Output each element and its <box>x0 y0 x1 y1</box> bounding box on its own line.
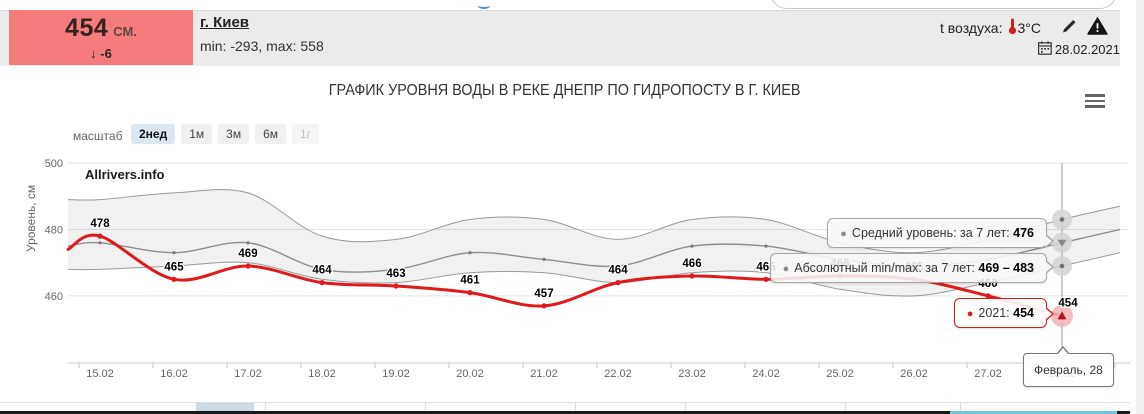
watermark: Allrivers.info <box>85 167 165 182</box>
svg-text:500: 500 <box>45 158 63 170</box>
crosshair-halos <box>1051 209 1073 327</box>
svg-text:17.02: 17.02 <box>234 368 262 380</box>
svg-text:463: 463 <box>386 268 405 280</box>
edit-pencil-icon[interactable] <box>1061 19 1077 37</box>
station-minmax: min: -293, max: 558 <box>200 38 324 54</box>
current-level-value: 454 <box>65 14 109 42</box>
svg-text:478: 478 <box>90 218 110 230</box>
min-envelope-line <box>67 252 1121 297</box>
svg-text:16.02: 16.02 <box>160 368 188 380</box>
svg-text:464: 464 <box>608 265 628 277</box>
scale-button-3[interactable]: 6м <box>255 124 287 144</box>
minmax-series-marker-icon: ● <box>782 263 790 275</box>
svg-text:18.02: 18.02 <box>308 368 336 380</box>
current-series-marker-icon: ● <box>966 308 974 320</box>
current-level-box: 454 СМ. ↓ -6 <box>9 10 193 65</box>
scale-button-1[interactable]: 1м <box>181 124 213 144</box>
scale-buttons: 2нед 1м 3м 6м 1г <box>131 124 320 144</box>
station-info: г. Киев min: -293, max: 558 <box>200 14 324 54</box>
date-row: 28.02.2021 <box>1037 41 1120 58</box>
svg-text:23.02: 23.02 <box>678 368 706 380</box>
current-level-unit: СМ. <box>113 24 137 39</box>
svg-text:27.02: 27.02 <box>974 368 1002 380</box>
air-temp-value: 3°C <box>1017 19 1042 36</box>
svg-text:15.02: 15.02 <box>86 368 114 380</box>
scale-button-0[interactable]: 2нед <box>131 124 176 144</box>
scale-button-2[interactable]: 3м <box>218 124 250 144</box>
svg-text:22.02: 22.02 <box>604 368 632 380</box>
next-section-cutoff <box>0 403 1130 411</box>
air-temp-label: t воздуха: <box>940 19 1003 36</box>
current-date: 28.02.2021 <box>1054 42 1120 57</box>
table-cell-highlight <box>196 403 254 411</box>
level-trend-down-icon: ↓ <box>90 46 97 61</box>
scale-label: масштаб <box>73 129 123 143</box>
air-temp-row: t воздуха: 3°C <box>940 17 1108 38</box>
svg-text:20.02: 20.02 <box>456 368 484 380</box>
svg-text:457: 457 <box>534 288 553 300</box>
dark-strip-cutoff <box>0 411 1130 414</box>
x-axis-labels: 15.02 16.02 17.02 18.02 19.02 20.02 21.02 22.02… <box>86 368 1076 380</box>
svg-text:21.02: 21.02 <box>530 368 558 380</box>
svg-text:480: 480 <box>45 225 63 237</box>
tooltip-absolute-minmax: ● Абсолютный min/max: за 7 лет: 469 – 483 <box>769 253 1054 283</box>
chart-menu-icon[interactable] <box>1085 94 1105 111</box>
scrollbar[interactable] <box>1136 0 1144 414</box>
avg-series-marker-icon: ● <box>840 228 847 240</box>
section-divider <box>0 402 1130 403</box>
cyan-strip-cutoff <box>950 411 1117 414</box>
tooltip-2021: ● 2021: 454 <box>953 298 1054 328</box>
svg-text:465: 465 <box>164 261 184 273</box>
level-change-value: -6 <box>100 46 112 61</box>
svg-text:469: 469 <box>238 248 257 260</box>
svg-text:464: 464 <box>312 265 332 277</box>
calendar-icon <box>1037 41 1052 58</box>
station-name-link[interactable]: г. Киев <box>200 14 250 31</box>
tooltip-average-level: ● Средний уровень: за 7 лет: 476 <box>827 218 1054 248</box>
scale-button-4: 1г <box>292 124 320 144</box>
svg-text:454: 454 <box>1058 297 1078 309</box>
thermometer-icon <box>1007 17 1018 38</box>
svg-text:24.02: 24.02 <box>752 368 780 380</box>
svg-text:26.02: 26.02 <box>900 368 928 380</box>
svg-text:460: 460 <box>45 291 63 303</box>
max-envelope-line <box>67 188 1121 254</box>
svg-text:25.02: 25.02 <box>826 368 854 380</box>
chart-title: ГРАФИК УРОВНЯ ВОДЫ В РЕКЕ ДНЕПР ПО ГИДРО… <box>329 82 801 99</box>
svg-text:466: 466 <box>682 258 701 270</box>
warning-icon[interactable] <box>1087 17 1108 38</box>
link-cutoff <box>478 2 490 9</box>
svg-text:461: 461 <box>460 275 480 287</box>
y-axis-labels: 500 480 460 <box>45 158 63 303</box>
tooltip-date: Февраль, 28 <box>1023 346 1114 387</box>
svg-text:19.02: 19.02 <box>382 368 410 380</box>
